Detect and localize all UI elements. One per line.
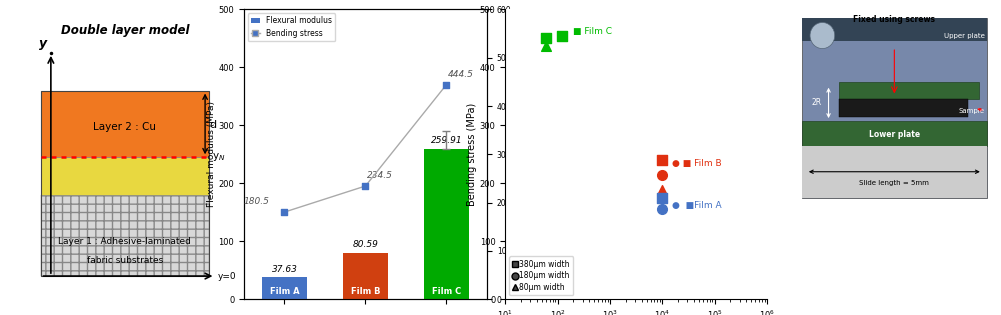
- Bar: [41, 195, 209, 276]
- Bar: [802, 18, 987, 198]
- Point: [554, 33, 570, 38]
- Point: [539, 36, 555, 41]
- Ellipse shape: [810, 22, 835, 49]
- Text: 2R: 2R: [811, 98, 821, 107]
- Bar: [41, 91, 209, 157]
- Text: 444.5: 444.5: [448, 70, 474, 79]
- Point: [655, 188, 671, 193]
- Bar: [343, 253, 387, 299]
- Text: Film C: Film C: [431, 287, 461, 296]
- Point: [655, 172, 671, 177]
- Text: 234.5: 234.5: [367, 171, 393, 180]
- Text: Film B: Film B: [350, 287, 380, 296]
- Text: Slide length = 5mm: Slide length = 5mm: [860, 180, 929, 186]
- Text: ● ■ Film B: ● ■ Film B: [672, 158, 721, 168]
- Text: 180.5: 180.5: [243, 197, 269, 206]
- Bar: [802, 146, 987, 198]
- Text: d: d: [209, 120, 216, 130]
- Point: [655, 158, 671, 163]
- Bar: [41, 195, 209, 276]
- Bar: [262, 278, 306, 299]
- Bar: [802, 18, 987, 41]
- Legend: 380μm width, 180μm width, 80μm width: 380μm width, 180μm width, 80μm width: [510, 256, 574, 295]
- Y-axis label: Flexural modulus (MPa): Flexural modulus (MPa): [206, 101, 215, 207]
- Point: [438, 82, 454, 87]
- Y-axis label: Calculated bending stress (MPa): Calculated bending stress (MPa): [515, 87, 524, 222]
- Text: ■ Film C: ■ Film C: [574, 27, 613, 36]
- Text: 259.91: 259.91: [430, 136, 462, 145]
- Bar: [839, 82, 979, 99]
- Bar: [839, 99, 968, 117]
- Text: y: y: [39, 37, 47, 50]
- Text: y=0: y=0: [217, 272, 236, 281]
- Y-axis label: Bending stress (MPa): Bending stress (MPa): [466, 103, 476, 206]
- Bar: [41, 157, 209, 195]
- Text: Fixed using screws: Fixed using screws: [853, 15, 935, 24]
- Text: Layer 1 : Adhesive-laminated: Layer 1 : Adhesive-laminated: [58, 237, 191, 246]
- Text: y$_N$: y$_N$: [212, 151, 226, 163]
- Point: [539, 43, 555, 49]
- Text: 37.63: 37.63: [271, 265, 297, 274]
- Bar: [424, 149, 468, 299]
- Point: [357, 183, 373, 188]
- Legend: Flexural modulus, Bending stress: Flexural modulus, Bending stress: [248, 13, 335, 41]
- Point: [655, 195, 671, 200]
- Text: Layer 2 : Cu: Layer 2 : Cu: [93, 122, 156, 132]
- Bar: [802, 121, 987, 146]
- Text: Sample: Sample: [959, 108, 985, 114]
- Text: ●  ■Film A: ● ■Film A: [672, 201, 721, 210]
- Bar: [41, 91, 209, 276]
- Text: Film A: Film A: [269, 287, 299, 296]
- Point: [276, 209, 292, 215]
- Point: [655, 207, 671, 212]
- Text: Lower plate: Lower plate: [869, 129, 920, 139]
- Text: Double layer model: Double layer model: [61, 24, 189, 37]
- Text: Upper plate: Upper plate: [944, 32, 985, 38]
- Text: fabric substrates: fabric substrates: [87, 256, 163, 265]
- Text: 80.59: 80.59: [352, 240, 378, 249]
